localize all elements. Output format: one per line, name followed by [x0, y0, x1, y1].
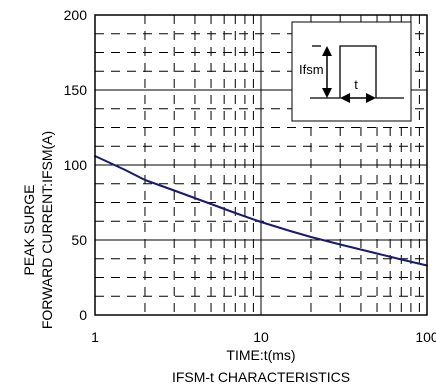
- y-tick-label: 150: [64, 82, 88, 98]
- y-axis-title-line-1: PEAK SURGE: [21, 184, 37, 275]
- tick-layer: 0 50 100 150 200 1 10 100: [64, 7, 436, 345]
- inset-frame: [291, 21, 412, 122]
- inset-ifsm-arrowhead-down: [322, 88, 332, 98]
- y-tick-label: 200: [64, 7, 88, 23]
- x-axis-title: TIME:t(ms): [226, 347, 295, 363]
- plot-frame: [94, 14, 428, 316]
- y-tick-label: 100: [64, 157, 88, 173]
- y-tick-label: 50: [71, 232, 87, 248]
- inset-ifsm-arrowhead-up: [322, 46, 332, 56]
- inset-waveform-trace: [310, 45, 404, 99]
- surge-waveform-inset: Ifsm t: [291, 21, 412, 122]
- series-layer: [94, 155, 428, 267]
- grid-layer: [95, 15, 427, 315]
- inset-time-arrowhead-right: [366, 93, 376, 103]
- x-tick-label: 10: [253, 329, 269, 345]
- x-tick-label: 100: [415, 329, 436, 345]
- inset-time-label: t: [354, 77, 358, 92]
- series-line: [94, 155, 428, 267]
- y-axis-title-line-2: FORWARD CURRENT:IFSM(A): [39, 131, 55, 329]
- inset-ifsm-label: Ifsm: [299, 62, 324, 77]
- chart-caption: IFSM-t CHARACTERISTICS: [172, 369, 350, 385]
- frame-layer: [94, 14, 428, 316]
- inset-time-arrowhead-left: [340, 93, 350, 103]
- x-tick-label: 1: [91, 329, 99, 345]
- y-tick-label: 0: [79, 307, 87, 323]
